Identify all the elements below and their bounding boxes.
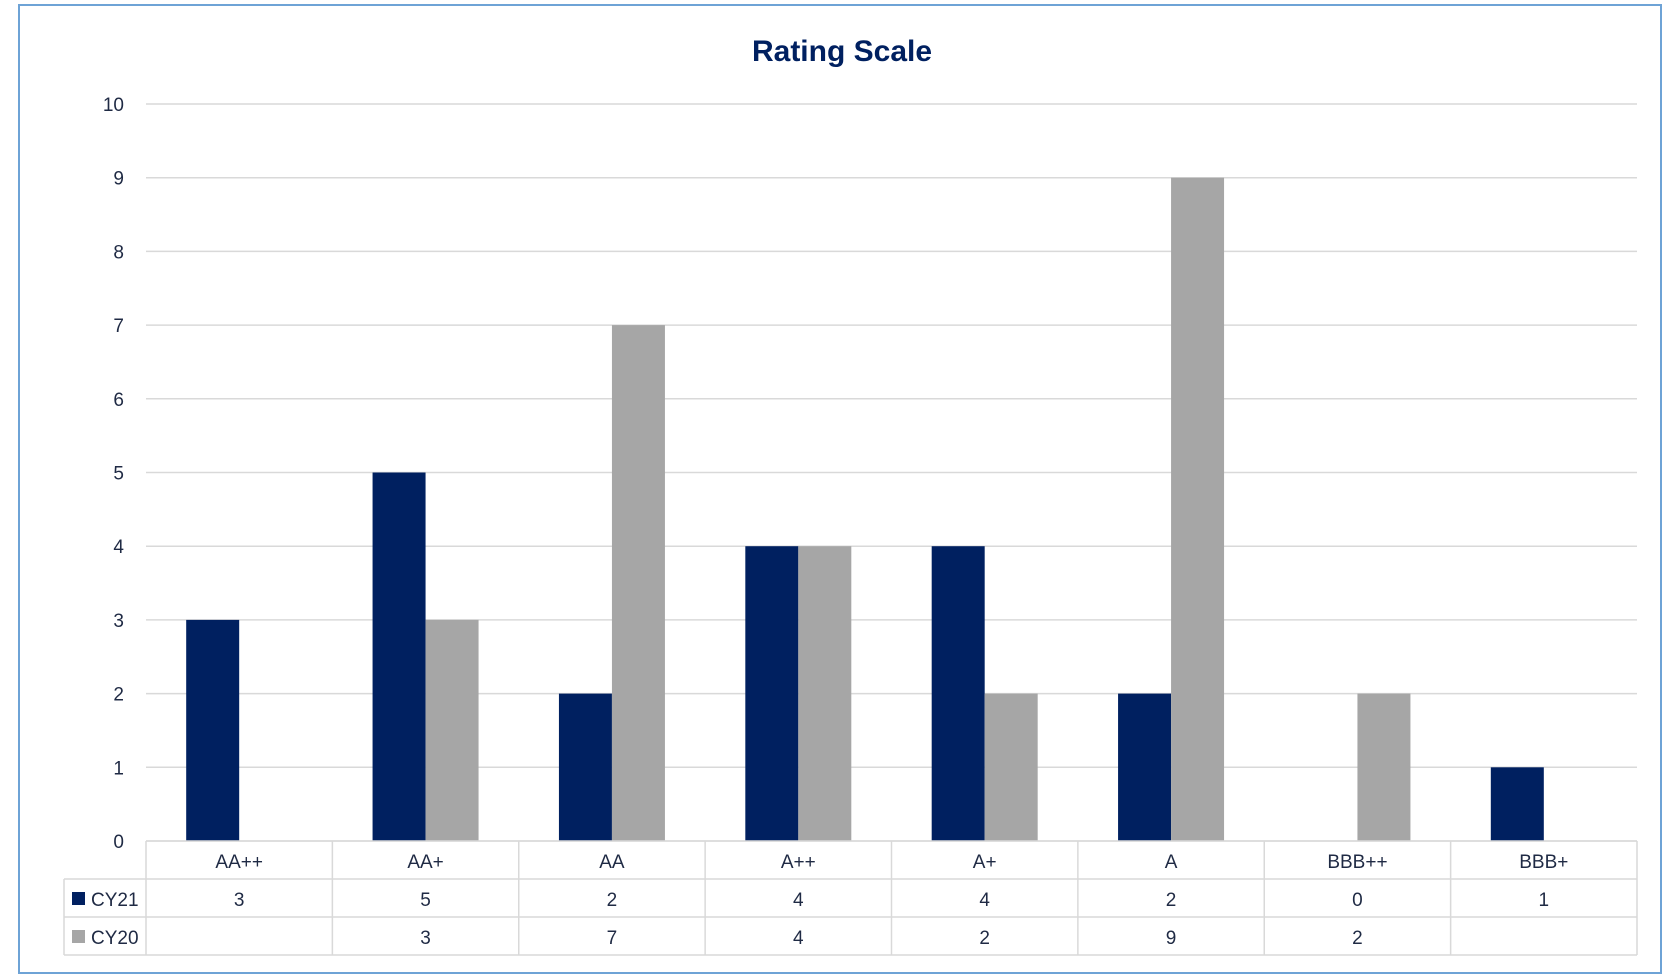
bar-cy21-1 (372, 472, 426, 841)
legend-label-cy20: CY20 (91, 928, 139, 949)
bar-cy20-6 (1357, 693, 1411, 841)
category-label: AA+ (407, 852, 443, 873)
y-axis-ticks: 0 1 2 3 4 5 6 7 8 9 10 (103, 95, 125, 853)
bar-cy21-4 (931, 546, 985, 841)
bar-cy20-5 (1171, 177, 1225, 841)
y-tick-label: 3 (113, 611, 124, 632)
bars (186, 177, 1544, 842)
y-tick-label: 1 (113, 758, 124, 779)
bar-cy20-1 (425, 619, 479, 841)
table-cell: 3 (234, 890, 245, 911)
table-cell: 0 (1352, 890, 1363, 911)
table-cell: 9 (1166, 928, 1177, 949)
table-cell: 2 (1352, 928, 1363, 949)
bar-cy21-7 (1490, 767, 1544, 841)
bar-cy21-0 (186, 619, 240, 841)
table-cell: 2 (607, 890, 618, 911)
gridlines (146, 103, 1637, 842)
category-label: A (1165, 852, 1178, 873)
table-cell: 1 (1539, 890, 1550, 911)
category-label: AA (599, 852, 625, 873)
bar-cy21-5 (1118, 693, 1172, 841)
table-cell: 4 (793, 890, 804, 911)
legend-swatch-cy21 (72, 892, 85, 905)
bar-cy20-3 (798, 546, 852, 841)
bar-cy21-2 (558, 693, 612, 841)
y-tick-label: 2 (113, 685, 124, 706)
bar-cy20-2 (611, 325, 665, 842)
y-tick-label: 10 (103, 95, 124, 116)
category-label: A+ (973, 852, 997, 873)
table-cell: 3 (420, 928, 431, 949)
y-tick-label: 0 (113, 832, 124, 853)
table-cell: 4 (793, 928, 804, 949)
table-cell: 4 (979, 890, 990, 911)
legend-label-cy21: CY21 (91, 890, 139, 911)
bar-cy20-4 (984, 693, 1038, 841)
y-tick-label: 7 (113, 316, 124, 337)
bar-cy21-3 (745, 546, 799, 841)
data-table: AA++ AA+ AA A++ A+ A BBB++ BBB+ CY21 3 5 2 4 4 2 0 1 CY20… (63, 840, 1638, 956)
y-tick-label: 9 (113, 169, 124, 190)
category-label: AA++ (215, 852, 263, 873)
legend-swatch-cy20 (72, 930, 85, 943)
table-cell: 7 (607, 928, 618, 949)
category-label: A++ (781, 852, 816, 873)
category-label: BBB++ (1327, 852, 1387, 873)
y-tick-label: 5 (113, 464, 124, 485)
category-label: BBB+ (1519, 852, 1568, 873)
table-cell: 2 (979, 928, 990, 949)
table-cell: 2 (1166, 890, 1177, 911)
y-tick-label: 8 (113, 242, 124, 263)
table-cell: 5 (420, 890, 431, 911)
y-tick-label: 6 (113, 390, 124, 411)
chart-title: Rating Scale (752, 35, 932, 68)
y-tick-label: 4 (113, 537, 124, 558)
